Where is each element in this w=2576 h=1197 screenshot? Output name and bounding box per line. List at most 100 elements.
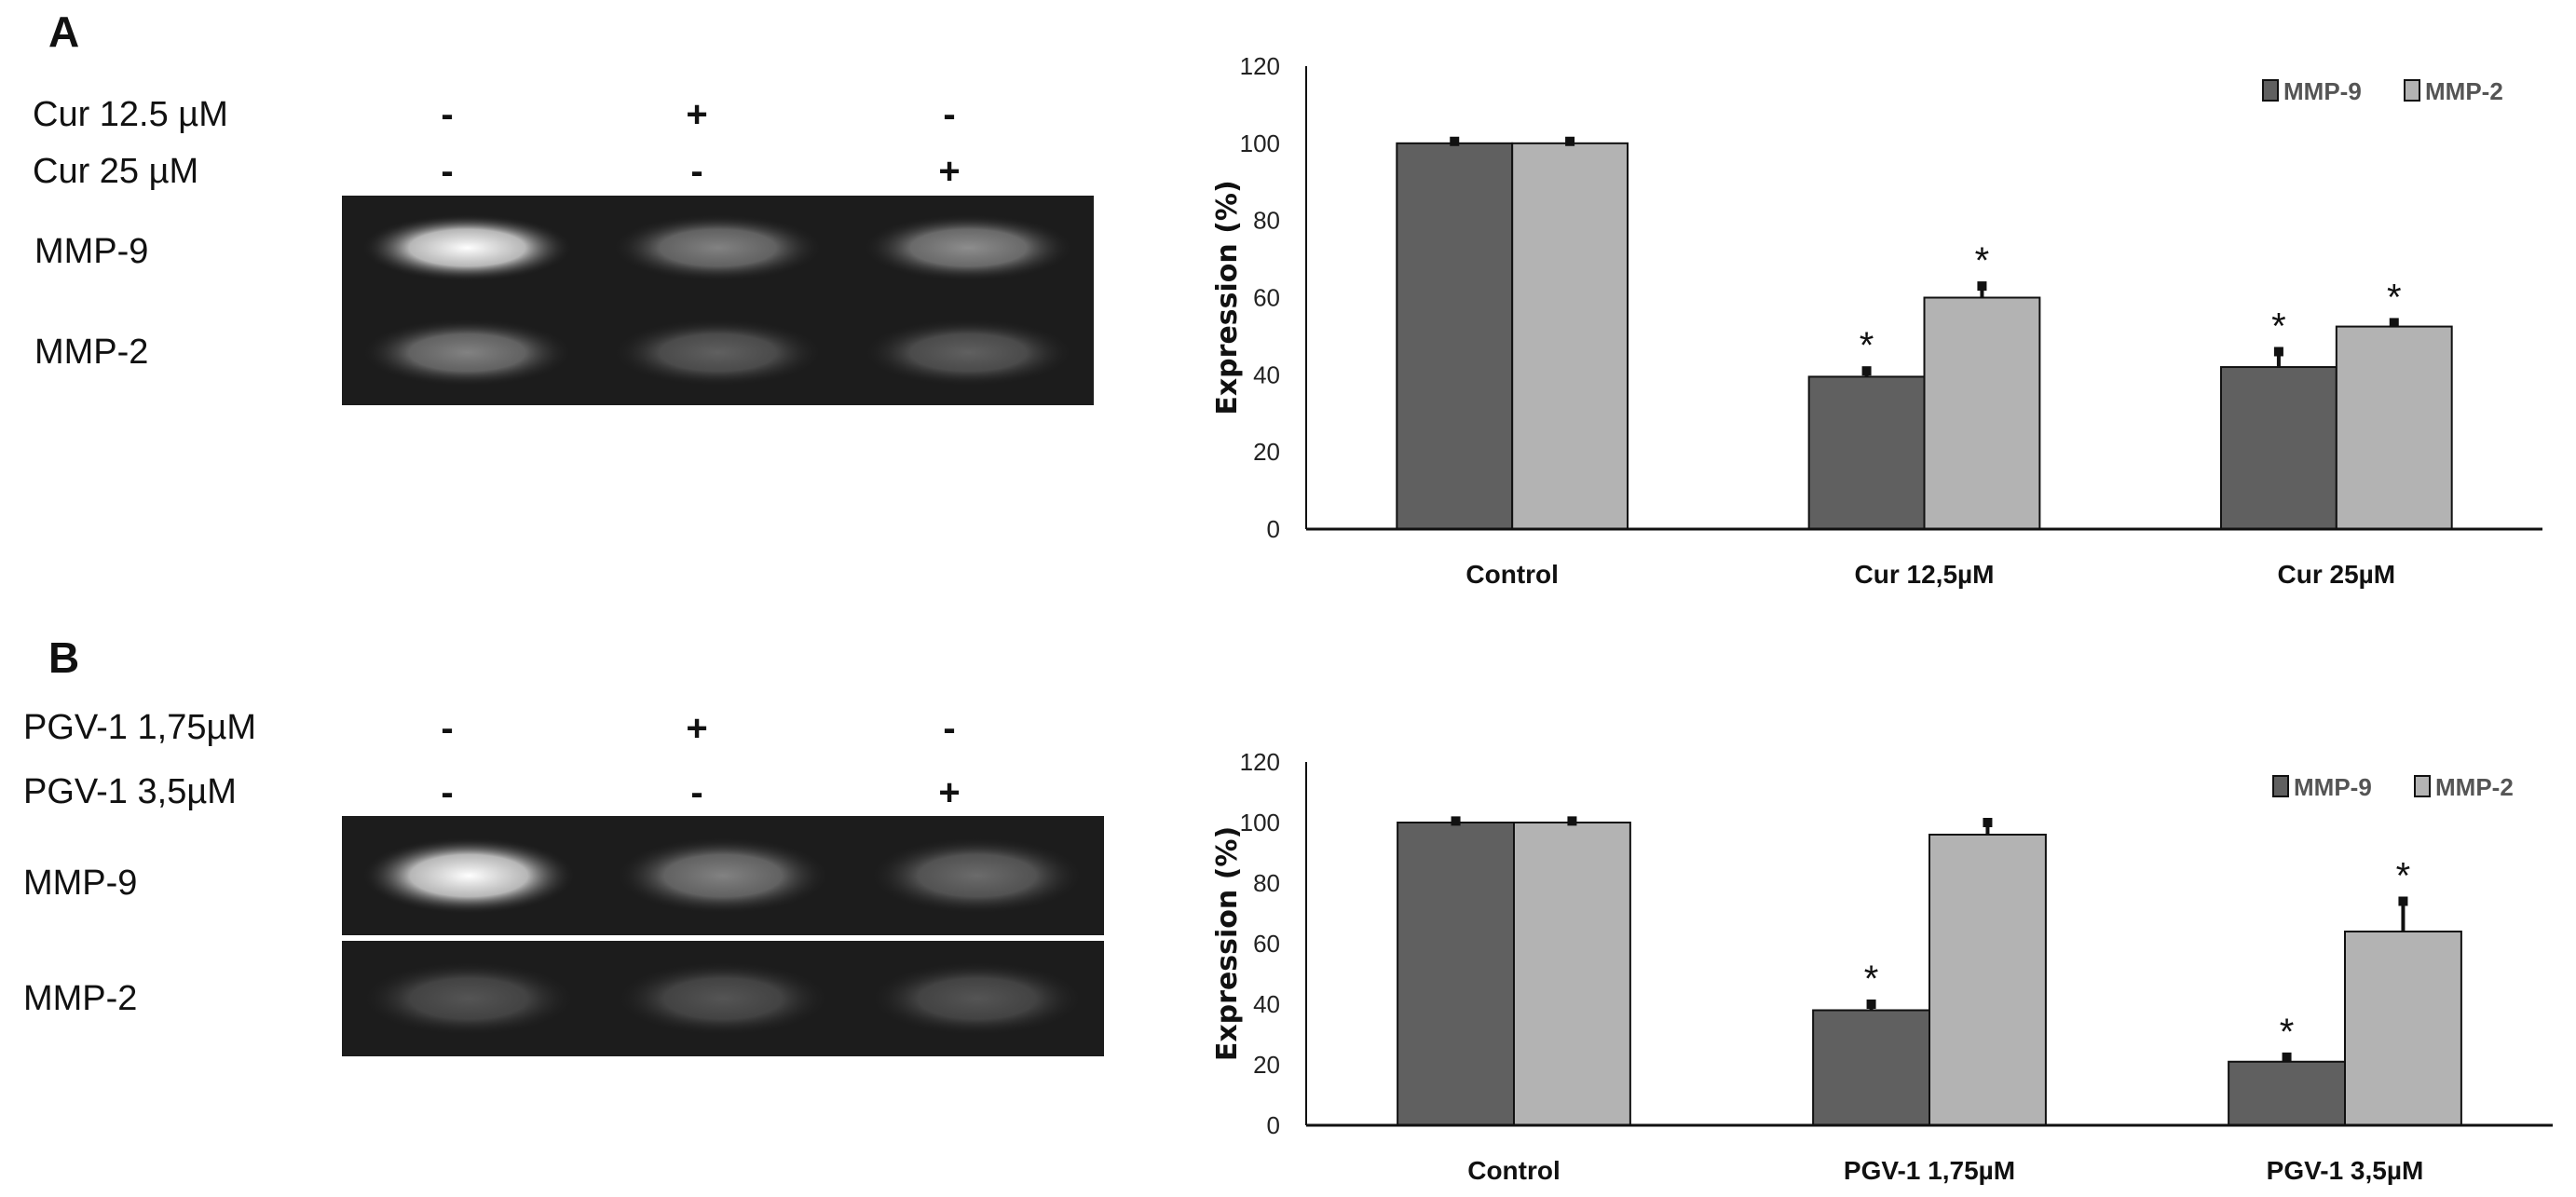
error-bar-cap <box>1983 818 1993 827</box>
y-tick-label: 120 <box>1240 748 1280 776</box>
treatment-label: PGV-1 3,5µM <box>23 772 237 811</box>
legend-label: MMP-2 <box>2425 77 2503 105</box>
legend-label: MMP-2 <box>2435 773 2514 801</box>
treatment-label: Cur 12.5 µM <box>33 95 228 134</box>
bar-mmp-9 <box>2219 366 2337 530</box>
error-bar-cap <box>1565 136 1575 146</box>
bar-mmp-9 <box>1396 142 1514 530</box>
error-bar-cap <box>1450 136 1460 146</box>
x-category-label: PGV-1 3,5µM <box>2267 1156 2424 1185</box>
error-bar-cap <box>1861 366 1872 376</box>
y-tick-label: 100 <box>1240 809 1280 837</box>
gel-row-label: MMP-9 <box>23 864 137 903</box>
treatment-sign: - <box>441 151 453 192</box>
y-tick-label: 0 <box>1267 515 1280 543</box>
treatment-sign: - <box>690 151 702 192</box>
bar-mmp-9 <box>1812 1009 1930 1126</box>
treatment-sign: - <box>441 94 453 135</box>
treatment-sign: - <box>690 772 702 813</box>
error-bar-cap <box>1567 816 1577 826</box>
legend-swatch <box>2272 775 2289 797</box>
significance-marker: * <box>2396 856 2411 897</box>
y-tick-label: 40 <box>1253 990 1280 1018</box>
y-axis-label: Expression (%) <box>1211 180 1244 415</box>
legend-swatch <box>2404 79 2420 102</box>
y-tick-label: 80 <box>1253 869 1280 897</box>
legend-swatch <box>2262 79 2279 102</box>
error-bar-cap <box>2282 1052 2292 1062</box>
gel-band <box>870 961 1084 1036</box>
y-axis-label: Expression (%) <box>1211 826 1244 1061</box>
x-category-label: Cur 25µM <box>2278 560 2396 589</box>
y-tick-label: 40 <box>1253 360 1280 388</box>
legend-swatch <box>2414 775 2431 797</box>
bar-chart-a: 0 20 40 60 80 100 120 Expression (%) Control * * Cu… <box>1211 52 2542 589</box>
treatment-sign: + <box>938 151 960 192</box>
gel-row-label: MMP-2 <box>23 979 137 1018</box>
error-bar-cap <box>2273 347 2283 357</box>
y-tick-label: 60 <box>1253 930 1280 958</box>
bar-mmp-2 <box>2335 325 2453 530</box>
x-category-label: Control <box>1467 1156 1561 1185</box>
y-tick-label: 0 <box>1267 1111 1280 1139</box>
bar-mmp-9 <box>1807 375 1926 531</box>
treatment-sign: - <box>943 708 955 749</box>
error-bar-cap <box>1451 816 1461 826</box>
y-tick-label: 80 <box>1253 207 1280 235</box>
treatment-label: PGV-1 1,75µM <box>23 708 256 747</box>
bar-mmp-9 <box>2228 1060 2347 1126</box>
gel-band <box>863 214 1074 281</box>
error-bar-cap <box>2398 896 2408 906</box>
gel-band <box>612 319 824 387</box>
y-tick-label: 60 <box>1253 284 1280 312</box>
significance-marker: * <box>2387 277 2402 318</box>
y-tick-label: 20 <box>1253 438 1280 466</box>
error-bar-cap <box>1866 1000 1876 1009</box>
treatment-sign: - <box>441 708 453 749</box>
treatment-sign: - <box>441 772 453 813</box>
panel-letter-b: B <box>48 633 79 682</box>
gel-band <box>612 214 824 281</box>
significance-marker: * <box>2271 306 2286 347</box>
gel-band <box>361 961 576 1036</box>
error-bar-cap <box>1977 281 1987 292</box>
x-category-label: Control <box>1465 560 1559 589</box>
gel-band <box>361 319 573 387</box>
significance-marker: * <box>1975 240 1990 281</box>
significance-marker: * <box>1860 325 1874 366</box>
y-tick-label: 120 <box>1240 52 1280 80</box>
bar-mmp-2 <box>2344 931 2462 1126</box>
treatment-label: Cur 25 µM <box>33 152 198 191</box>
gel-band <box>616 961 830 1036</box>
gel-row-label: MMP-2 <box>34 333 148 372</box>
gel-band <box>361 214 573 281</box>
y-tick-label: 20 <box>1253 1051 1280 1079</box>
y-tick-label: 100 <box>1240 129 1280 157</box>
legend-label: MMP-9 <box>2294 773 2372 801</box>
treatment-sign: + <box>686 94 707 135</box>
gel-band <box>616 837 830 914</box>
x-category-label: PGV-1 1,75µM <box>1844 1156 2015 1185</box>
treatment-sign: + <box>938 772 960 813</box>
gel-band <box>863 319 1074 387</box>
bar-mmp-2 <box>1923 296 2041 530</box>
legend-label: MMP-9 <box>2283 77 2362 105</box>
treatment-sign: - <box>943 94 955 135</box>
gel-image-b <box>342 816 1104 1056</box>
gel-divider <box>342 935 1104 941</box>
significance-marker: * <box>1864 959 1879 1000</box>
gel-band <box>361 837 576 914</box>
gel-row-label: MMP-9 <box>34 232 148 271</box>
error-bar-cap <box>2389 318 2399 328</box>
bar-chart-b: 0 20 40 60 80 100 120 Expression (%) Control * PGV… <box>1211 748 2553 1185</box>
bar-mmp-9 <box>1397 822 1515 1126</box>
bar-mmp-2 <box>1929 834 2047 1126</box>
significance-marker: * <box>2280 1012 2295 1053</box>
bar-mmp-2 <box>1513 822 1631 1126</box>
treatment-sign: + <box>686 708 707 749</box>
bar-mmp-2 <box>1511 142 1629 530</box>
panel-letter-a: A <box>48 7 79 56</box>
x-category-label: Cur 12,5µM <box>1855 560 1995 589</box>
gel-band <box>870 837 1084 914</box>
